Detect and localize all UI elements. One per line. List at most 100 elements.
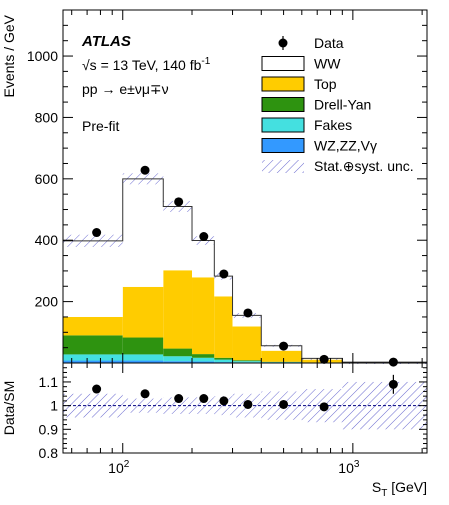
lumi-exponent: -1: [201, 56, 210, 67]
x-tick-exp: 2: [124, 459, 130, 470]
y-tick-label-800: 800: [35, 109, 59, 125]
legend: Data WW Top Drell-Yan Fakes WZ,ZZ,Vγ Stat.⊕sys…: [261, 35, 414, 174]
data-point-7: [319, 354, 329, 364]
data-point-2: [174, 197, 184, 207]
data-point-0: [92, 228, 102, 238]
bar-drell-yan-5: [232, 360, 262, 362]
lower-x-axis: 102 103: [71, 363, 423, 476]
bar-top-5: [232, 326, 262, 361]
bar-drell-yan-1: [122, 337, 164, 355]
x-tick-label-100: 102: [108, 459, 130, 476]
energy-lumi-text: √s = 13 TeV, 140 fb: [82, 57, 202, 73]
legend-label-data: Data: [314, 35, 344, 51]
ratio-point-5: [243, 399, 253, 409]
bar-top-6: [261, 350, 302, 362]
y-axis-title-lower: Data/SM: [1, 381, 17, 435]
data-point-8: [388, 357, 398, 367]
bar-ww-4: [214, 276, 233, 297]
bar-fakes-2: [163, 356, 193, 362]
ratio-point-8: [388, 379, 398, 389]
bar-fakes-0: [63, 354, 123, 361]
upper-panel: 200 400 600 800 1000 Events / GeV ATLAS √s =…: [1, 9, 428, 367]
bar-fakes-4: [214, 359, 233, 363]
bar-drell-yan-3: [192, 354, 215, 358]
unc-band-lower-0: [63, 393, 123, 418]
x-tick-exp: 3: [354, 459, 360, 470]
energy-lumi-label: √s = 13 TeV, 140 fb-1: [82, 56, 211, 73]
x-axis-title-main: S: [372, 479, 381, 495]
ratio-point-3: [199, 394, 209, 404]
bar-ww-3: [192, 240, 215, 278]
x-axis-title: ST [GeV]: [372, 479, 427, 499]
legend-label-stat-syst-unc: Stat.⊕syst. unc.: [314, 158, 414, 174]
legend-swatch-top: [261, 76, 305, 92]
unc-band-lower-2: [163, 397, 193, 414]
legend-swatch-ww: [261, 56, 305, 71]
bar-top-2: [163, 270, 193, 349]
bar-drell-yan-4: [214, 357, 233, 360]
x-tick-label-1000: 103: [338, 459, 360, 476]
x-axis-title-sub: T: [381, 488, 387, 499]
bar-fakes-6: [261, 362, 302, 363]
bar-fakes-5: [232, 361, 262, 363]
upper-y-axis: 200 400 600 800 1000: [27, 24, 427, 349]
bar-wz-zz-v-0: [63, 360, 123, 363]
bar-drell-yan-2: [163, 348, 193, 357]
y-axis-title-upper: Events / GeV: [1, 14, 17, 97]
data-point-4: [219, 269, 229, 279]
bar-wz-zz-v-1: [122, 360, 164, 363]
legend-label-drell-yan: Drell-Yan: [314, 97, 371, 113]
x-tick-base: 10: [338, 460, 354, 476]
legend-label-wz-zz-v: WZ,ZZ,Vγ: [314, 138, 377, 154]
bar-top-0: [63, 316, 123, 336]
bar-wz-zz-v-3: [192, 361, 215, 363]
ratio-y-tick-label-1: 0.9: [39, 421, 59, 437]
ratio-point-7: [319, 402, 329, 412]
y-tick-label-400: 400: [35, 232, 59, 248]
bar-top-3: [192, 277, 215, 355]
data-point-3: [199, 232, 209, 242]
ratio-y-tick-label-0: 0.8: [39, 445, 59, 461]
bar-top-4: [214, 296, 233, 358]
legend-label-top: Top: [314, 76, 337, 92]
stacked-histogram: [63, 178, 427, 363]
bar-fakes-1: [122, 354, 164, 361]
legend-label-fakes: Fakes: [314, 117, 352, 133]
bar-ww-2: [163, 206, 193, 271]
bar-ww-0: [63, 240, 123, 317]
y-tick-label-1000: 1000: [27, 48, 58, 64]
x-axis-title-unit: [GeV]: [387, 479, 427, 495]
lower-frame: [62, 362, 428, 454]
y-tick-label-200: 200: [35, 294, 59, 310]
ratio-y-tick-label-2: 1: [50, 398, 58, 414]
prefit-label: Pre-fit: [82, 118, 119, 134]
ratio-point-2: [174, 394, 184, 404]
ratio-points: [92, 374, 398, 412]
ratio-point-0: [92, 384, 102, 394]
atlas-label: ATLAS: [81, 33, 131, 50]
lower-panel: 0.80.911.1 102 103 Data/SM ST [GeV]: [1, 362, 428, 499]
ratio-point-6: [279, 399, 289, 409]
ratio-y-tick-label-3: 1.1: [39, 374, 59, 390]
data-point-6: [279, 341, 289, 351]
bar-ww-1: [122, 178, 164, 287]
data-point-5: [243, 308, 253, 318]
data-point-1: [140, 165, 150, 175]
bar-ww-5: [232, 315, 262, 327]
x-tick-base: 10: [108, 460, 124, 476]
lower-y-axis: 0.8 0.9 1 1.1: [39, 362, 427, 461]
bar-drell-yan-0: [63, 335, 123, 355]
ratio-point-4: [219, 396, 229, 406]
ratio-point-1: [140, 389, 150, 399]
legend-swatch-drell-yan: [261, 97, 305, 112]
bar-fakes-3: [192, 357, 215, 362]
bar-wz-zz-v-2: [163, 361, 193, 363]
upper-x-ticks: [71, 10, 423, 363]
legend-label-ww: WW: [314, 56, 341, 72]
process-label: pp → e±νμ∓ν: [82, 81, 169, 97]
data-points: [92, 165, 398, 367]
legend-swatch-unc: [262, 160, 304, 173]
bar-top-1: [122, 286, 164, 338]
y-tick-label-600: 600: [35, 171, 59, 187]
